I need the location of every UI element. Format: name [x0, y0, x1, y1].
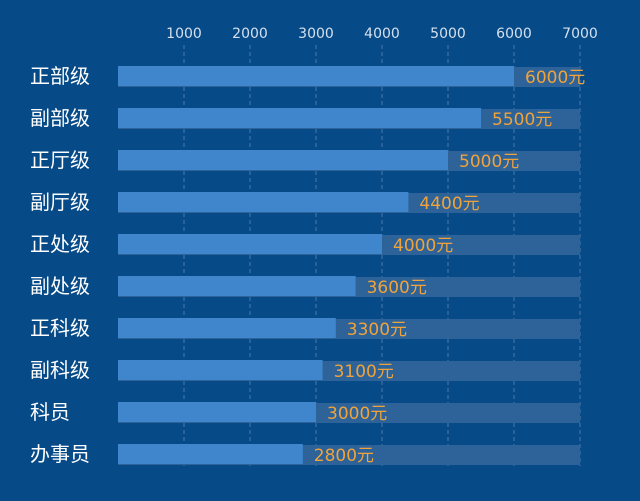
bar-9	[118, 402, 316, 422]
data-label-10: 2800元	[314, 446, 374, 466]
x-tick-label-2000: 2000	[232, 26, 268, 42]
category-label-3: 正厅级	[30, 148, 90, 172]
x-axis-ticks: 1000 2000 3000 4000 5000 6000 7000	[166, 26, 598, 42]
bar-7	[118, 318, 336, 338]
data-label-7: 3300元	[347, 320, 407, 340]
category-label-10: 办事员	[30, 442, 90, 466]
bars	[118, 66, 580, 465]
data-label-2: 5500元	[492, 110, 552, 130]
data-label-9: 3000元	[327, 404, 387, 424]
bar-10	[118, 444, 303, 464]
x-tick-label-5000: 5000	[430, 26, 466, 42]
data-label-1: 6000元	[525, 68, 585, 88]
category-label-6: 副处级	[30, 274, 90, 298]
x-tick-label-4000: 4000	[364, 26, 400, 42]
bar-3	[118, 150, 448, 170]
bar-4	[118, 192, 409, 212]
bar-6	[118, 276, 356, 296]
category-label-7: 正科级	[30, 316, 90, 340]
bar-8	[118, 360, 323, 380]
x-tick-label-7000: 7000	[562, 26, 598, 42]
data-labels: 6000元 5500元 5000元 4400元 4000元 3600元 3300元 3100元…	[314, 68, 585, 466]
category-label-4: 副厅级	[30, 190, 90, 214]
x-tick-label-3000: 3000	[298, 26, 334, 42]
bar-2	[118, 108, 481, 128]
x-tick-label-6000: 6000	[496, 26, 532, 42]
data-label-3: 5000元	[459, 152, 519, 172]
bar-5	[118, 234, 382, 254]
x-tick-label-1000: 1000	[166, 26, 202, 42]
data-label-6: 3600元	[367, 278, 427, 298]
category-label-2: 副部级	[30, 106, 90, 130]
category-label-5: 正处级	[30, 232, 90, 256]
category-label-9: 科员	[30, 400, 70, 424]
data-label-8: 3100元	[334, 362, 394, 382]
category-label-1: 正部级	[30, 64, 90, 88]
data-label-5: 4000元	[393, 236, 453, 256]
bar-1	[118, 66, 514, 86]
category-label-8: 副科级	[30, 358, 90, 382]
data-label-4: 4400元	[419, 194, 479, 214]
